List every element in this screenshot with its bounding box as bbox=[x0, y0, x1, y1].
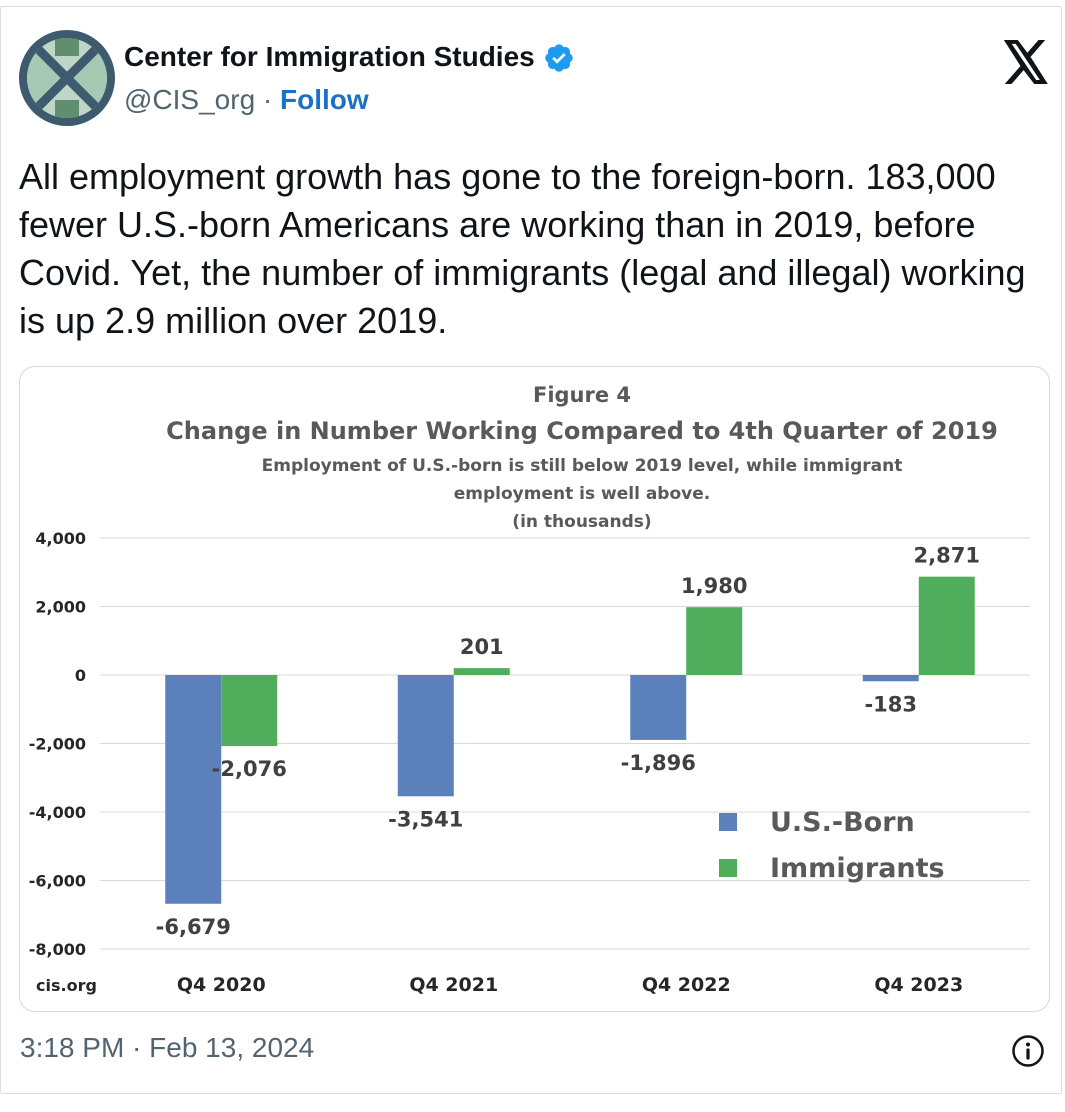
data-label: 2,871 bbox=[914, 544, 980, 568]
data-label: -183 bbox=[864, 692, 917, 716]
info-icon[interactable] bbox=[1011, 1034, 1045, 1068]
x-category-label: Q4 2022 bbox=[642, 974, 731, 996]
legend-label: Immigrants bbox=[770, 853, 945, 884]
legend-swatch bbox=[719, 859, 737, 877]
author-block: Center for Immigration Studies @CIS_org … bbox=[124, 40, 575, 116]
timestamp[interactable]: 3:18 PM · Feb 13, 2024 bbox=[20, 1032, 315, 1063]
bar-immigrants-0 bbox=[221, 675, 278, 747]
chart-subtitle-line-3: (in thousands) bbox=[512, 512, 651, 532]
category-labels: Q4 2020 Q4 2021 Q4 2022 Q4 2023 bbox=[177, 974, 963, 996]
bars bbox=[165, 576, 975, 904]
verified-badge-icon bbox=[545, 44, 573, 72]
employment-bar-chart: Figure 4 Change in Number Working Compar… bbox=[29, 383, 1030, 996]
author-handle[interactable]: @CIS_org bbox=[124, 84, 256, 115]
x-category-label: Q4 2020 bbox=[177, 974, 266, 996]
author-name[interactable]: Center for Immigration Studies bbox=[124, 41, 535, 72]
y-tick-label: -4,000 bbox=[29, 803, 86, 822]
source-label: cis.org bbox=[36, 976, 97, 995]
legend: U.S.-Born Immigrants bbox=[719, 807, 945, 884]
legend-label: U.S.-Born bbox=[770, 807, 915, 838]
chart-subtitle-line-1: Employment of U.S.-born is still below 2… bbox=[262, 456, 903, 476]
y-tick-label: 0 bbox=[75, 666, 86, 685]
handle-row: @CIS_org · Follow bbox=[124, 84, 575, 116]
bar-u-s-born-0 bbox=[165, 675, 222, 904]
chart-title: Change in Number Working Compared to 4th… bbox=[166, 417, 998, 445]
follow-button[interactable]: Follow bbox=[280, 84, 369, 115]
data-label: -6,679 bbox=[156, 915, 231, 939]
y-axis-ticks: 4,000 2,000 0 -2,000 -4,000 -6,000 -8,000 bbox=[29, 529, 86, 959]
bar-u-s-born-1 bbox=[397, 675, 454, 797]
tweet-text: All employment growth has gone to the fo… bbox=[19, 156, 1026, 341]
y-tick-label: -8,000 bbox=[29, 940, 86, 959]
data-label: -2,076 bbox=[212, 757, 287, 781]
x-category-label: Q4 2021 bbox=[409, 974, 498, 996]
bar-immigrants-2 bbox=[686, 607, 743, 675]
legend-swatch bbox=[719, 813, 737, 831]
y-tick-label: 2,000 bbox=[35, 598, 86, 617]
bar-u-s-born-2 bbox=[630, 675, 687, 740]
chart-subtitle-line-2: employment is well above. bbox=[454, 484, 710, 504]
cis-logo-avatar[interactable] bbox=[19, 30, 115, 126]
tweet-card bbox=[0, 6, 1062, 1094]
data-label: 201 bbox=[460, 635, 504, 659]
chart-image[interactable]: Figure 4 Change in Number Working Compar… bbox=[19, 366, 1050, 1012]
data-label: -1,896 bbox=[621, 751, 696, 775]
y-tick-label: -2,000 bbox=[29, 735, 86, 754]
x-category-label: Q4 2023 bbox=[874, 974, 963, 996]
separator: · bbox=[255, 84, 281, 115]
y-tick-label: -6,000 bbox=[29, 872, 86, 891]
bar-immigrants-3 bbox=[918, 576, 975, 675]
bar-immigrants-1 bbox=[453, 668, 510, 675]
x-logo-icon[interactable] bbox=[1002, 40, 1050, 84]
data-label: -3,541 bbox=[388, 807, 463, 831]
data-labels: -6,679 -2,076 -3,541 201 -1,896 1,980 -183 2,87… bbox=[156, 544, 980, 939]
data-label: 1,980 bbox=[681, 574, 747, 598]
figure-label: Figure 4 bbox=[533, 383, 631, 407]
bar-u-s-born-3 bbox=[862, 675, 919, 682]
y-tick-label: 4,000 bbox=[35, 529, 86, 548]
